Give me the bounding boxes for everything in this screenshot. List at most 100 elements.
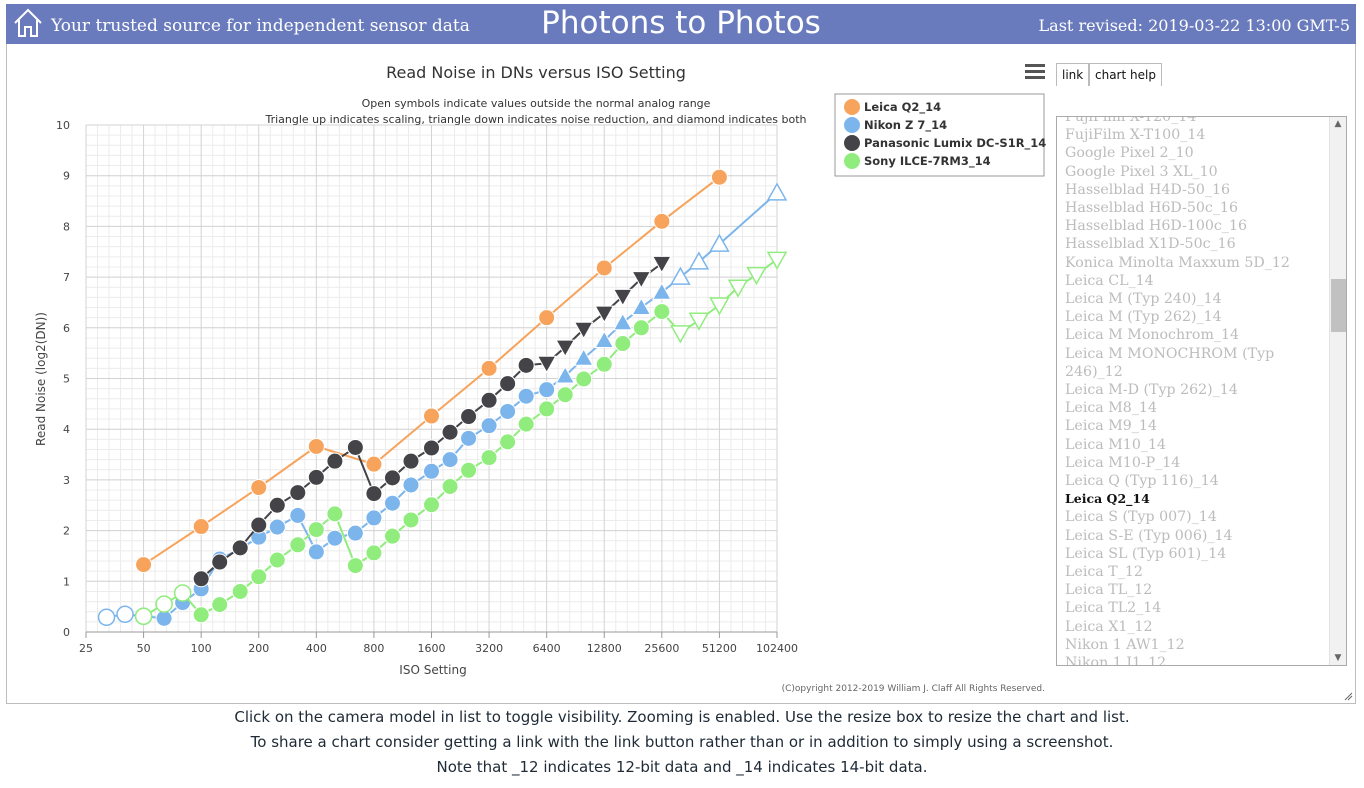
data-point[interactable] <box>289 536 307 554</box>
data-point[interactable] <box>517 387 535 405</box>
camera-list-item[interactable]: Nikon 1 J1_12 <box>1065 655 1167 666</box>
hamburger-menu-icon[interactable] <box>1025 64 1045 80</box>
data-point[interactable] <box>423 439 440 457</box>
data-point[interactable] <box>365 544 383 562</box>
camera-list-item[interactable]: Leica Q2_14 <box>1065 491 1150 507</box>
data-point[interactable] <box>326 529 344 547</box>
resize-handle-icon[interactable] <box>1343 691 1353 701</box>
data-point[interactable] <box>173 584 192 602</box>
data-point[interactable] <box>441 451 459 469</box>
data-point[interactable] <box>268 518 286 536</box>
data-point[interactable] <box>653 212 671 230</box>
data-point[interactable] <box>653 303 671 321</box>
data-point[interactable] <box>460 408 478 426</box>
data-point[interactable] <box>250 568 268 586</box>
camera-list-item[interactable]: Leica M9_14 <box>1065 418 1157 435</box>
camera-list-item[interactable]: Hasselblad H6D-100c_16 <box>1065 218 1247 235</box>
data-point[interactable] <box>538 309 556 327</box>
data-point[interactable] <box>307 437 325 455</box>
home-icon[interactable] <box>12 7 44 39</box>
camera-list-item[interactable]: Leica SL (Typ 601)_14 <box>1065 545 1227 562</box>
data-point[interactable] <box>517 356 535 374</box>
data-point[interactable] <box>383 494 401 512</box>
data-point[interactable] <box>499 402 517 420</box>
data-point[interactable] <box>346 557 364 575</box>
data-point[interactable] <box>383 527 401 545</box>
data-point[interactable] <box>423 462 440 480</box>
camera-list-item[interactable]: FujiFilm X-T100_14 <box>1065 127 1206 144</box>
data-point[interactable] <box>441 477 459 495</box>
scroll-thumb[interactable] <box>1331 279 1346 332</box>
data-point[interactable] <box>192 518 210 536</box>
data-point[interactable] <box>499 433 517 451</box>
camera-list-item[interactable]: Leica M Monochrom_14 <box>1065 327 1240 344</box>
camera-list-item[interactable]: Google Pixel 2_10 <box>1065 145 1194 162</box>
camera-list-item[interactable]: Leica M8_14 <box>1065 400 1157 417</box>
data-point[interactable] <box>441 423 459 441</box>
data-point[interactable] <box>307 521 325 539</box>
camera-list-item[interactable]: Leica X1_12 <box>1065 618 1153 635</box>
data-point[interactable] <box>250 479 268 497</box>
data-point[interactable] <box>423 496 440 514</box>
data-point[interactable] <box>631 297 652 315</box>
data-point[interactable] <box>289 484 307 502</box>
data-point[interactable] <box>766 182 788 201</box>
data-point[interactable] <box>231 582 249 600</box>
data-point[interactable] <box>538 381 556 399</box>
data-point[interactable] <box>289 506 307 524</box>
data-point[interactable] <box>97 608 116 627</box>
camera-list-item[interactable]: Leica M MONOCHROM (Typ 246)_12 <box>1065 345 1275 380</box>
data-point[interactable] <box>727 279 749 298</box>
camera-list-item[interactable]: Leica T_12 <box>1065 564 1143 581</box>
camera-list-item[interactable]: Leica TL2_14 <box>1065 600 1162 617</box>
data-point[interactable] <box>135 556 153 574</box>
data-point[interactable] <box>307 468 325 486</box>
scroll-up-arrow-icon[interactable]: ▲ <box>1334 119 1342 129</box>
data-point[interactable] <box>709 233 730 252</box>
data-point[interactable] <box>594 330 615 348</box>
camera-list-item[interactable]: Leica M10-P_14 <box>1065 454 1181 471</box>
data-point[interactable] <box>631 271 652 289</box>
data-point[interactable] <box>134 607 153 626</box>
read-noise-chart[interactable]: 0 1 2 3 4 5 6 7 8 9 10 25 50 100 200 400 800 1600 3200 6400… <box>7 44 1047 700</box>
data-point[interactable] <box>192 570 210 588</box>
data-point[interactable] <box>670 325 691 344</box>
scroll-down-arrow-icon[interactable]: ▼ <box>1334 653 1342 663</box>
data-point[interactable] <box>709 297 730 316</box>
data-point[interactable] <box>612 312 633 331</box>
data-point[interactable] <box>612 288 633 307</box>
data-point[interactable] <box>480 391 498 409</box>
camera-list-item[interactable]: Leica S (Typ 007)_14 <box>1065 509 1217 526</box>
site-title[interactable]: Photons to Photos <box>541 5 821 41</box>
data-point[interactable] <box>480 449 498 467</box>
camera-list-item[interactable]: Hasselblad X1D-50c_16 <box>1065 236 1236 253</box>
camera-list-item[interactable]: Nikon 1 AW1_12 <box>1065 636 1185 653</box>
camera-list-item[interactable]: Leica S-E (Typ 006)_14 <box>1065 527 1233 544</box>
data-point[interactable] <box>670 266 691 285</box>
data-point[interactable] <box>536 355 557 374</box>
list-scrollbar[interactable]: ▲ ▼ <box>1329 117 1346 665</box>
data-point[interactable] <box>499 375 517 393</box>
data-point[interactable] <box>402 476 420 494</box>
data-point[interactable] <box>402 511 420 529</box>
data-point[interactable] <box>116 605 134 624</box>
data-point[interactable] <box>268 551 286 569</box>
data-point[interactable] <box>595 259 613 277</box>
data-point[interactable] <box>688 251 710 270</box>
legend-symbol[interactable] <box>844 135 860 151</box>
link-button[interactable]: link <box>1056 63 1090 86</box>
data-point[interactable] <box>480 359 498 377</box>
data-point[interactable] <box>555 339 576 358</box>
data-point[interactable] <box>614 335 632 353</box>
data-point[interactable] <box>555 365 576 384</box>
data-point[interactable] <box>595 355 613 373</box>
data-point[interactable] <box>556 386 574 404</box>
data-point[interactable] <box>326 452 344 470</box>
data-point[interactable] <box>538 400 556 418</box>
data-point[interactable] <box>632 319 650 337</box>
data-point[interactable] <box>211 596 229 614</box>
data-point[interactable] <box>651 282 672 300</box>
data-point[interactable] <box>460 429 478 447</box>
data-point[interactable] <box>594 305 615 324</box>
data-point[interactable] <box>423 407 440 425</box>
